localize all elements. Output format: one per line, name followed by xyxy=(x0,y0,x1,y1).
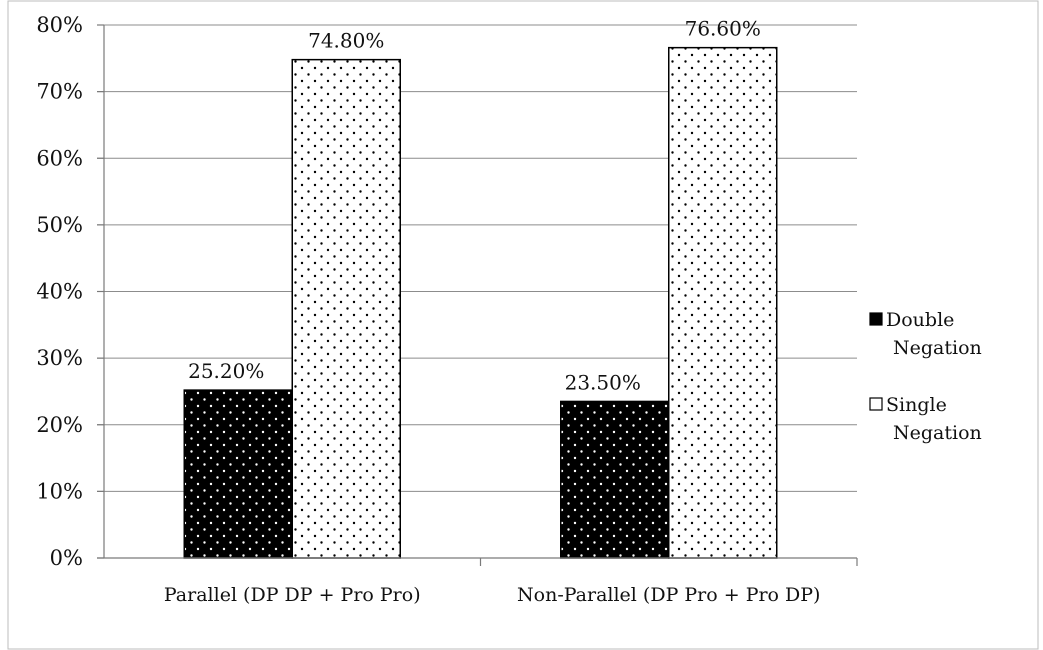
chart-frame xyxy=(7,0,1039,650)
y-tick-label: 70% xyxy=(36,80,83,104)
legend-swatch xyxy=(869,312,883,326)
data-labels: 25.20% 74.80% 23.50% 76.60% xyxy=(188,17,761,395)
x-category-label: Parallel (DP DP + Pro Pro) xyxy=(164,584,421,606)
legend-label: Double Negation xyxy=(886,309,982,359)
x-category-label: Non-Parallel (DP Pro + Pro DP) xyxy=(517,584,820,606)
bars xyxy=(183,46,778,559)
y-tick-label: 10% xyxy=(36,479,83,503)
y-tick-label: 20% xyxy=(36,413,83,437)
bar-double-negation xyxy=(560,400,670,559)
y-tick-label: 50% xyxy=(36,213,83,237)
bar-double-negation xyxy=(183,389,293,559)
y-axis: 0% 10% 20% 30% 40% 50% 60% 70% 80% xyxy=(36,13,105,570)
data-label: 23.50% xyxy=(565,370,641,394)
data-label: 74.80% xyxy=(308,29,384,53)
bar-single-negation xyxy=(668,46,778,559)
legend-swatch xyxy=(869,397,883,411)
y-tick-label: 0% xyxy=(50,546,83,570)
data-label: 25.20% xyxy=(188,359,264,383)
y-tick-label: 80% xyxy=(36,13,83,37)
y-tick-label: 60% xyxy=(36,146,83,170)
y-tick-label: 40% xyxy=(36,280,83,304)
bar-single-negation xyxy=(291,58,401,559)
legend: Double Negation Single Negation xyxy=(869,309,982,444)
legend-label: Single Negation xyxy=(886,394,982,444)
y-tick-label: 30% xyxy=(36,346,83,370)
x-axis: Parallel (DP DP + Pro Pro) Non-Parallel (… xyxy=(97,557,858,606)
data-label: 76.60% xyxy=(685,17,761,41)
